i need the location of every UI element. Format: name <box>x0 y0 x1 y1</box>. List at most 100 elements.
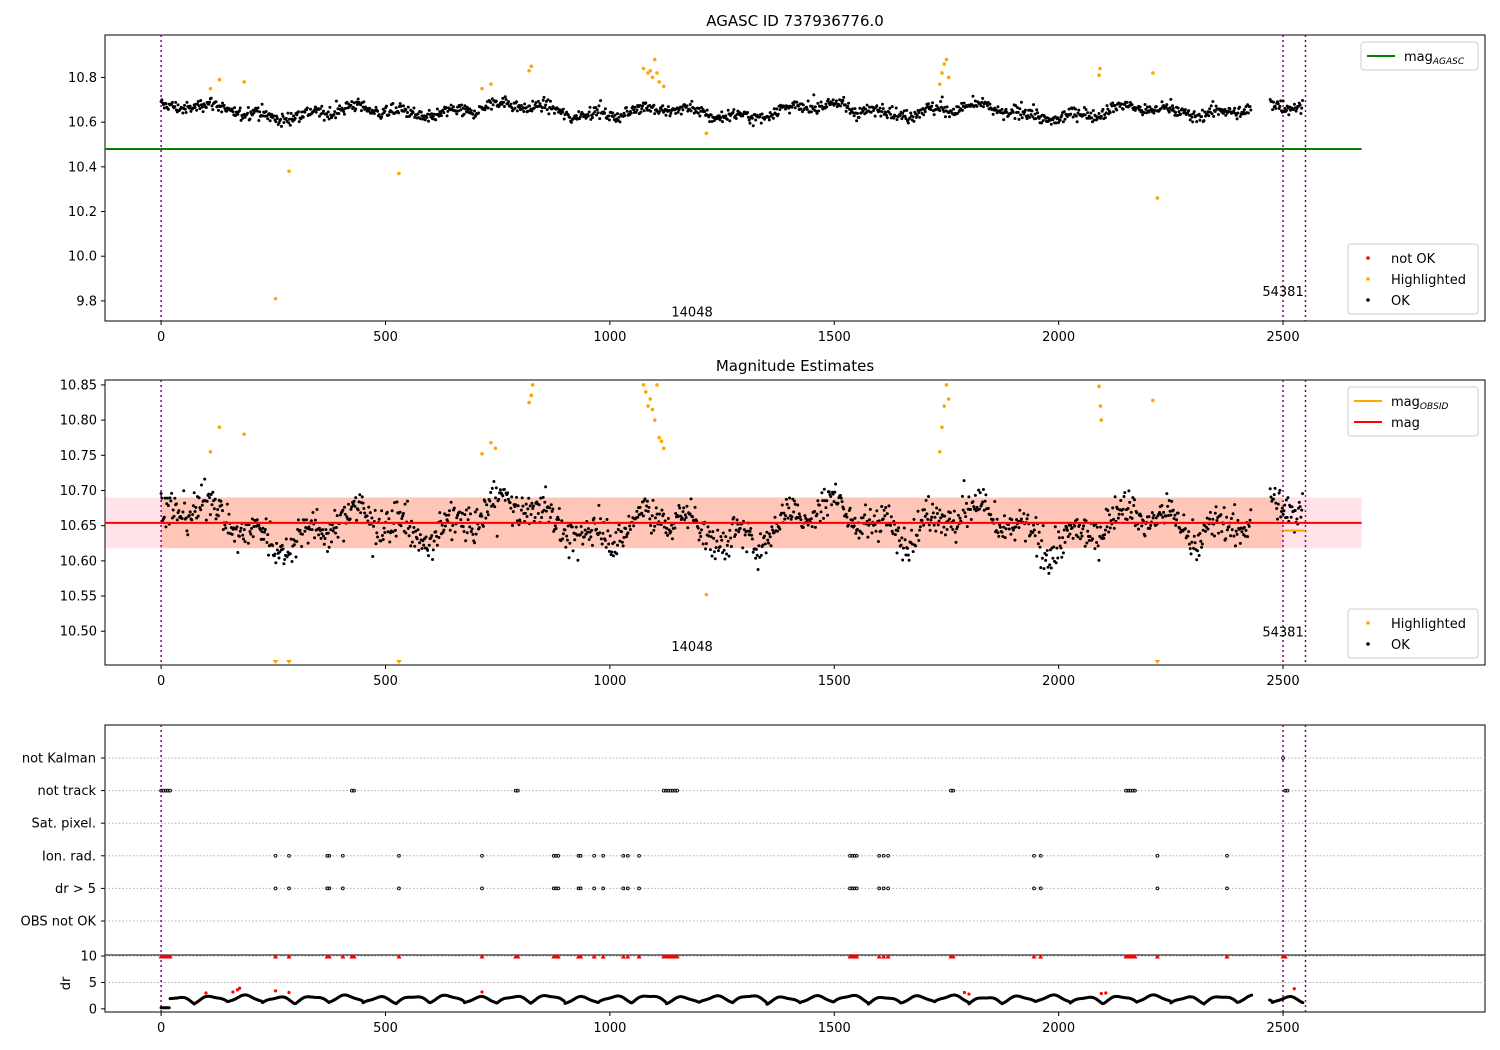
panel-agasc-magnitude-ok-series-point <box>816 101 820 105</box>
panel-agasc-magnitude-ok-series-point <box>1108 111 1112 115</box>
panel-agasc-magnitude-ok-series-point <box>956 105 960 109</box>
panel-magnitude-estimates-highlighted-series-point <box>1098 404 1103 408</box>
panel-magnitude-estimates-highlighted-series-point <box>650 407 655 412</box>
panel-magnitude-estimates-ok-series-point <box>700 528 704 532</box>
panel-agasc-magnitude-ok-series-point <box>1209 104 1213 108</box>
panel-agasc-magnitude-ok-series-point <box>256 106 260 110</box>
panel-magnitude-estimates-ok-series-point <box>965 525 969 529</box>
panel-magnitude-estimates-highlighted-series-point <box>652 418 657 422</box>
panel-magnitude-estimates-ok-series-point <box>1047 571 1051 575</box>
panel-magnitude-estimates-ok-series-point <box>857 536 861 540</box>
panel-agasc-magnitude-ok-series-point <box>1086 111 1090 115</box>
panel-agasc-magnitude-ok-series-point <box>908 116 912 120</box>
panel-magnitude-estimates-ok-series-point <box>395 500 399 504</box>
panel-agasc-magnitude-ok-series-point <box>666 105 670 109</box>
panel-magnitude-estimates-ok-series-point <box>606 529 610 533</box>
panel-magnitude-estimates-ok-series-point <box>466 518 470 522</box>
panel-agasc-magnitude-ok-series-point <box>1188 118 1192 122</box>
panel-agasc-magnitude-ok-series-point <box>587 110 591 114</box>
panel-magnitude-estimates-ok-series-point <box>624 526 628 530</box>
panel-magnitude-estimates-ok-series-point <box>715 539 719 543</box>
panel-agasc-magnitude-highlighted-series-point <box>1151 71 1155 75</box>
panel-agasc-magnitude-ok-series-point <box>545 108 549 112</box>
panel-magnitude-estimates-ok-series-point <box>383 530 387 534</box>
panel-agasc-magnitude-highlighted-series-point <box>208 86 213 91</box>
panel-magnitude-estimates-ok-series-point <box>1075 518 1079 522</box>
panel-magnitude-estimates-ok-series-point <box>1295 517 1299 521</box>
panel-agasc-magnitude-ok-series-point <box>515 100 519 104</box>
panel-magnitude-estimates-ok-series-point <box>645 504 649 508</box>
panel-magnitude-estimates-ok-series-point <box>251 535 255 539</box>
panel-magnitude-estimates-ok-series-point <box>261 526 265 530</box>
panel-agasc-magnitude-ok-series-point <box>767 118 771 122</box>
panel-agasc-magnitude-ok-series-point <box>675 106 679 110</box>
panel-dr-flagged-point <box>967 992 971 996</box>
panel-magnitude-estimates-ok-series-point <box>914 544 918 548</box>
panel-agasc-magnitude-ytick-label: 10.2 <box>68 205 97 220</box>
panel-magnitude-estimates-ok-series-point <box>401 511 405 515</box>
panel-magnitude-estimates: Magnitude Estimates 0 500 1000 1500 2000 2500… <box>60 357 1486 689</box>
panel-magnitude-estimates-ok-series-point <box>548 506 552 510</box>
panel-agasc-magnitude-ok-series-point <box>1033 112 1037 116</box>
panel-magnitude-estimates-ok-series-point <box>1010 518 1014 522</box>
panel-agasc-magnitude-ok-series-point <box>264 110 268 114</box>
panel-magnitude-estimates-ok-series-point <box>1183 527 1187 531</box>
panel-agasc-magnitude-ok-series-point <box>246 111 250 115</box>
panel-magnitude-estimates-ok-series-point <box>617 523 621 527</box>
panel-agasc-magnitude-ok-series-point <box>1294 109 1298 113</box>
panel-agasc-magnitude-ok-series-point <box>441 108 445 112</box>
panel-magnitude-estimates-ok-series-point <box>879 529 883 533</box>
panel-magnitude-estimates-ok-series-point <box>628 527 632 531</box>
panel-agasc-magnitude-ok-series-point <box>459 108 463 112</box>
panel-magnitude-estimates-ok-series-point <box>653 524 657 528</box>
panel-agasc-magnitude-ok-series-point <box>842 95 846 99</box>
panel-magnitude-estimates-ok-series-point <box>1003 536 1007 540</box>
panel-agasc-magnitude-ok-series-point <box>160 98 164 102</box>
panel-magnitude-estimates-ok-series-point <box>481 524 485 528</box>
panel-agasc-magnitude-ok-series-point <box>1242 108 1246 112</box>
panel-agasc-magnitude-ok-series-point <box>1274 107 1278 111</box>
panel-magnitude-estimates-ok-series-point <box>435 543 439 547</box>
panel-magnitude-estimates-ok-series-point <box>904 553 908 557</box>
panel-magnitude-estimates-ok-series-point <box>885 512 889 516</box>
panel-agasc-magnitude-ok-series-point <box>880 102 884 106</box>
panel-magnitude-estimates-ok-series-point <box>273 552 277 556</box>
panel-magnitude-estimates-ok-series-point <box>1206 527 1210 531</box>
panel-agasc-magnitude-ok-series-point <box>703 110 707 114</box>
panel-magnitude-estimates-ok-series-point <box>796 503 800 507</box>
panel-magnitude-estimates-ok-series-point <box>367 505 371 509</box>
panel-dr-ytick-label: 5 <box>89 976 97 991</box>
panel-agasc-magnitude-ok-series-point <box>902 109 906 113</box>
panel-magnitude-estimates-ok-series-point <box>444 513 448 517</box>
panel-magnitude-estimates-ok-series-point <box>767 541 771 545</box>
panel-magnitude-estimates-ok-series-point <box>294 555 298 559</box>
panel-agasc-magnitude-ok-series-point <box>510 106 514 110</box>
panel-magnitude-estimates-ok-series-point <box>716 549 720 553</box>
panel-magnitude-estimates-ok-series-point <box>166 503 170 507</box>
panel-agasc-magnitude-ok-series-point <box>799 107 803 111</box>
panel-magnitude-estimates-ok-series-point <box>484 516 488 520</box>
panel-agasc-magnitude-ok-series-point <box>952 107 956 111</box>
panel-magnitude-estimates-ok-series-point <box>220 503 224 507</box>
panel-dr-clipped-marker <box>167 954 173 959</box>
panel-agasc-magnitude-ok-series-point <box>1099 114 1103 118</box>
panel-magnitude-estimates-ok-series-point <box>924 498 928 502</box>
panel-magnitude-estimates-ok-series-point <box>632 524 636 528</box>
panel-agasc-magnitude-ok-series-point <box>1005 110 1009 114</box>
panel-magnitude-estimates-ok-series-point <box>880 504 884 508</box>
panel-flags-flag-marker <box>1032 853 1036 858</box>
panel-magnitude-estimates-ok-series-point <box>798 515 802 519</box>
panel-agasc-magnitude-ok-series-point <box>1037 116 1041 120</box>
panel-flags-flag-marker <box>480 886 484 891</box>
panel-agasc-magnitude-highlighted-series-point <box>946 75 951 80</box>
panel-magnitude-estimates-ok-series-point <box>938 508 942 512</box>
panel-magnitude-estimates-ok-series-point <box>826 513 830 517</box>
panel-dr-ok-series <box>159 993 1305 1010</box>
panel-agasc-magnitude-ok-series-point <box>731 110 735 114</box>
panel-agasc-magnitude-ok-series-point <box>286 111 290 115</box>
panel-magnitude-estimates-ok-series-point <box>697 538 701 542</box>
panel-magnitude-estimates-ok-series-point <box>1283 503 1287 507</box>
panel-magnitude-estimates-ok-series-point <box>767 532 771 536</box>
panel-magnitude-estimates-ok-series-point <box>1001 534 1005 538</box>
panel-agasc-magnitude-legend-lower-right-box <box>1347 243 1479 315</box>
